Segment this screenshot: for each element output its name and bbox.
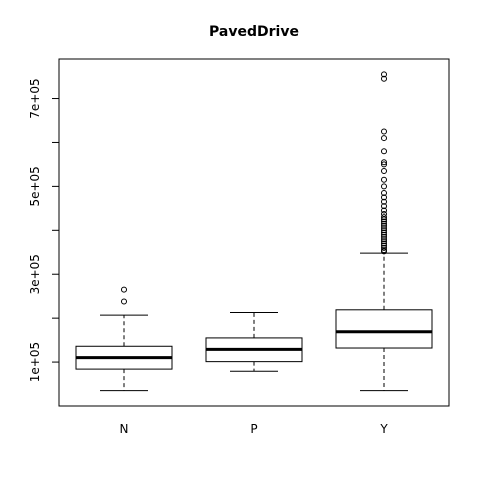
outlier-point [381, 159, 387, 166]
outlier-point [381, 168, 387, 175]
outlier-point [381, 229, 387, 236]
outlier-point [121, 298, 127, 305]
outlier-point [381, 238, 387, 245]
outlier-point [381, 75, 387, 82]
box-P [205, 311, 303, 372]
outlier-point [381, 214, 387, 221]
box-N [75, 286, 173, 392]
outlier-point [381, 231, 387, 238]
y-tick-label: 3e+05 [28, 254, 42, 294]
outlier-point [381, 198, 387, 205]
outlier-point [381, 189, 387, 196]
x-tick-label: P [250, 422, 257, 436]
outlier-point [381, 148, 387, 155]
plot-frame [58, 58, 450, 407]
outlier-point [381, 211, 387, 218]
outlier-point [381, 244, 387, 251]
outlier-point [381, 183, 387, 190]
x-tick-label: Y [379, 422, 388, 436]
outlier-point [381, 227, 387, 234]
chart-title: PavedDrive [209, 24, 299, 40]
outlier-point [381, 135, 387, 142]
outlier-point [381, 220, 387, 227]
outlier-point [381, 218, 387, 225]
y-tick-label: 5e+05 [28, 166, 42, 206]
x-tick-label: N [120, 422, 129, 436]
outlier-point [381, 233, 387, 240]
outlier-point [381, 176, 387, 183]
y-tick-label: 7e+05 [28, 78, 42, 118]
outlier-point [381, 128, 387, 135]
outlier-point [381, 242, 387, 249]
outlier-point [381, 161, 387, 168]
outlier-point [381, 71, 387, 78]
outlier-point [381, 236, 387, 243]
y-axis: 1e+05 3e+05 5e+05 7e+05 [28, 78, 59, 382]
outlier-point [381, 225, 387, 232]
outlier-point [381, 247, 387, 254]
outlier-point [381, 240, 387, 247]
boxes-group [75, 71, 433, 392]
outlier-point [381, 207, 387, 214]
box-rect [335, 309, 433, 349]
outlier-point [381, 203, 387, 210]
box-Y [335, 71, 433, 392]
outlier-point [121, 286, 127, 293]
outlier-point [381, 222, 387, 229]
outlier-point [381, 194, 387, 201]
y-tick-label: 1e+05 [28, 342, 42, 382]
